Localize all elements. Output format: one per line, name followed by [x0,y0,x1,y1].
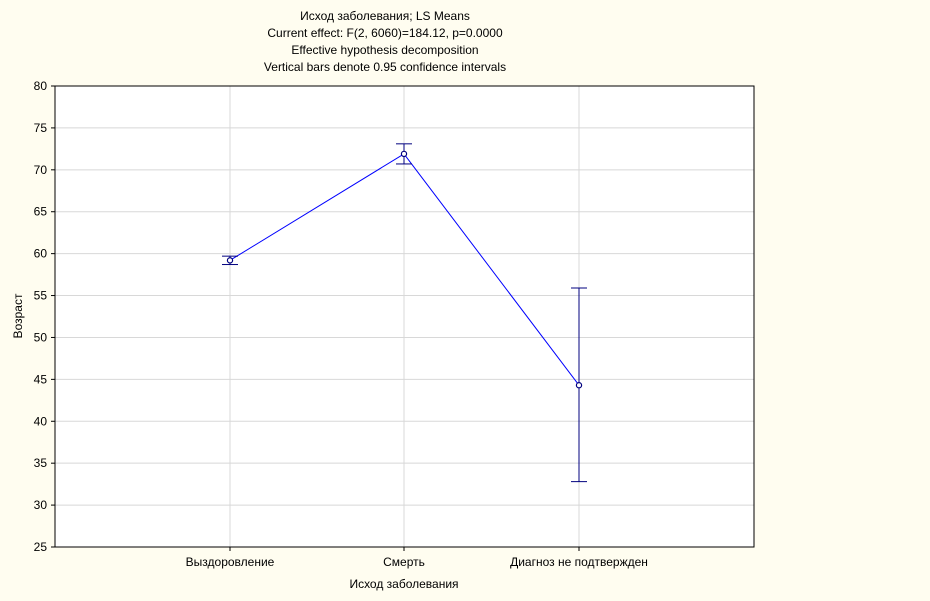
x-tick-label: Диагноз не подтвержден [510,555,648,569]
chart-title-line: Исход заболевания; LS Means [300,9,470,23]
y-tick-label: 50 [34,330,48,344]
x-tick-label: Выздоровление [186,555,275,569]
chart-title-line: Current effect: F(2, 6060)=184.12, p=0.0… [267,26,503,40]
y-axis-title: Возраст [11,293,25,338]
series-group [222,143,587,483]
plot-frame [54,85,755,548]
y-tick-label: 25 [34,540,48,554]
grid [55,86,754,547]
y-tick-label: 30 [34,498,48,512]
x-axis-title: Исход заболевания [349,577,458,591]
y-axis: 25 30 35 40 45 50 55 60 65 70 75 80 [34,79,55,554]
y-tick-label: 80 [34,79,48,93]
data-point [226,257,234,264]
y-tick-label: 60 [34,247,48,261]
x-tick-label: Смерть [383,555,425,569]
y-tick-label: 55 [34,289,48,303]
data-point [400,150,408,158]
y-tick-label: 70 [34,163,48,177]
y-tick-label: 45 [34,372,48,386]
y-tick-label: 75 [34,121,48,135]
data-point [575,382,583,389]
y-tick-label: 40 [34,414,48,428]
chart-title-line: Vertical bars denote 0.95 confidence int… [264,60,506,74]
chart-title: Исход заболевания; LS Means Current effec… [264,9,506,74]
chart-title-line: Effective hypothesis decomposition [291,43,478,57]
y-tick-label: 35 [34,456,48,470]
y-tick-label: 65 [34,205,48,219]
x-axis: Выздоровление Смерть Диагноз не подтвержде… [186,547,648,569]
